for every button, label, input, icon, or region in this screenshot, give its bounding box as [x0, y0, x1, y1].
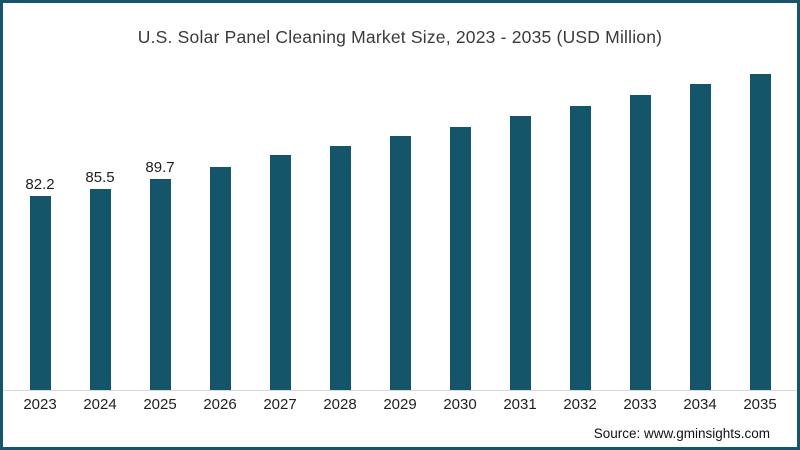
bar-2025 [149, 179, 171, 390]
x-tick-label-2028: 2028 [323, 396, 357, 413]
bar-column-2035 [730, 74, 790, 390]
bar-value-label-2023: 82.2 [25, 176, 55, 193]
bar-2034 [689, 84, 711, 390]
bar-column-2033 [610, 95, 670, 390]
x-tick-label-2027: 2027 [263, 396, 297, 413]
x-tick-label-2023: 2023 [23, 396, 57, 413]
x-tick-label-2024: 2024 [83, 396, 117, 413]
chart-title: U.S. Solar Panel Cleaning Market Size, 2… [137, 27, 663, 47]
x-tick-label-2034: 2034 [683, 396, 717, 413]
bar-column-2024: 85.5 [70, 170, 130, 390]
bar-2023 [29, 196, 51, 390]
bar-column-2027 [250, 155, 310, 390]
x-tick-label-2032: 2032 [563, 396, 597, 413]
bar-2030 [449, 127, 471, 390]
x-axis-labels: 2023 2024 2025 2026 2027 2028 2029 2030 2031 2032… [10, 396, 790, 413]
bar-2033 [629, 95, 651, 390]
bar-column-2029 [370, 136, 430, 390]
bar-2026 [209, 167, 231, 390]
x-axis-line [3, 390, 797, 391]
bar-column-2026 [190, 167, 250, 390]
x-tick-label-2026: 2026 [203, 396, 237, 413]
bar-value-label-2025: 89.7 [145, 159, 175, 176]
bar-column-2032 [550, 106, 610, 390]
bar-column-2034 [670, 84, 730, 390]
bar-2029 [389, 136, 411, 390]
x-tick-label-2025: 2025 [143, 396, 177, 413]
bar-2027 [269, 155, 291, 390]
bar-column-2031 [490, 116, 550, 390]
plot-area: 82.2 85.5 89.7 [10, 58, 790, 390]
bar-column-2028 [310, 146, 370, 390]
bar-column-2023: 82.2 [10, 177, 70, 390]
x-tick-label-2033: 2033 [623, 396, 657, 413]
bar-2031 [509, 116, 531, 390]
x-tick-label-2031: 2031 [503, 396, 537, 413]
bar-2035 [749, 74, 771, 390]
x-tick-label-2029: 2029 [383, 396, 417, 413]
bar-2032 [569, 106, 591, 390]
x-tick-label-2030: 2030 [443, 396, 477, 413]
bar-2028 [329, 146, 351, 390]
bar-2024 [89, 189, 111, 390]
bar-value-label-2024: 85.5 [85, 169, 115, 186]
bar-column-2030 [430, 127, 490, 390]
source-credit: Source: www.gminsights.com [593, 426, 770, 441]
x-tick-label-2035: 2035 [743, 396, 777, 413]
bar-column-2025: 89.7 [130, 160, 190, 390]
